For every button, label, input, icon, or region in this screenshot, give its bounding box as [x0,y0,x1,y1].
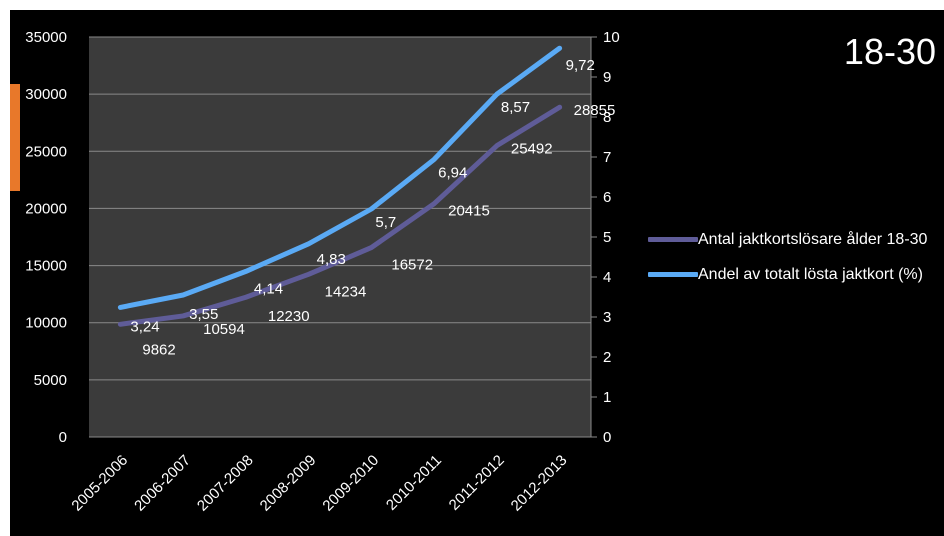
x-tick-label: 2009-2010 [319,452,382,515]
legend-swatch-share [648,272,698,277]
x-tick-label: 2010-2011 [383,452,445,514]
accent-tab [10,84,20,191]
legend-item-count: Antal jaktkortslösare ålder 18-30 [648,228,944,251]
left-tick-label: 0 [59,429,67,446]
line-chart: 0 5000 10000 15000 20000 25000 30000 35000 0 1 2 3… [25,29,620,515]
left-axis-ticks: 0 5000 10000 15000 20000 25000 30000 35000 [25,29,67,446]
data-label-share: 3,55 [189,306,218,323]
right-tick-label: 5 [603,229,611,246]
x-axis-ticks: 2005-2006 2006-2007 2007-2008 2008-2009 2009… [68,452,570,515]
x-tick-label: 2005-2006 [68,452,131,515]
chart-slide: 0 5000 10000 15000 20000 25000 30000 35000 0 1 2 3… [10,10,944,536]
data-label-share: 8,57 [501,99,530,116]
data-label-count: 20415 [448,203,490,220]
left-tick-label: 35000 [25,29,67,46]
data-label-share: 4,83 [317,251,346,268]
left-tick-label: 10000 [25,315,67,332]
data-label-count: 12230 [268,308,310,325]
data-label-share: 3,24 [130,318,159,335]
gridlines [89,36,591,438]
data-label-count: 9862 [142,341,175,358]
legend-label-share: Andel av totalt lösta jaktkort (%) [698,266,923,283]
legend-item-share: Andel av totalt lösta jaktkort (%) [648,263,944,286]
right-tick-label: 4 [603,269,611,286]
data-label-share: 9,72 [566,57,595,74]
series-lines [117,45,563,327]
left-tick-label: 5000 [34,372,67,389]
right-tick-label: 8 [603,109,611,126]
right-tick-label: 3 [603,309,611,326]
plot-area [89,37,591,437]
legend-label-count: Antal jaktkortslösare ålder 18-30 [698,231,928,248]
data-label-count: 10594 [203,321,245,338]
right-tick-label: 10 [603,29,620,46]
left-tick-label: 15000 [25,258,67,275]
series-line-count [117,104,563,327]
left-tick-label: 25000 [25,143,67,160]
data-label-share: 6,94 [438,164,467,181]
right-tick-label: 2 [603,349,611,366]
right-tick-label: 7 [603,149,611,166]
data-label-share: 5,7 [375,214,396,231]
data-label-count: 25492 [511,141,553,158]
right-tick-label: 0 [603,429,611,446]
data-label-count: 28855 [574,102,616,119]
chart-title: 18-30 [843,31,936,72]
data-labels: 9862 10594 12230 14234 16572 20415 25492 28855 3… [130,57,615,358]
right-axis-ticks: 0 1 2 3 4 5 6 7 8 9 10 [591,29,620,446]
right-tick-label: 9 [603,69,611,86]
x-tick-label: 2007-2008 [194,452,257,515]
data-label-share: 4,14 [254,280,283,297]
x-tick-label: 2006-2007 [131,452,194,515]
data-label-count: 14234 [325,283,367,300]
series-line-share [117,45,563,310]
data-label-count: 16572 [391,257,433,274]
right-tick-label: 1 [603,389,611,406]
right-tick-label: 6 [603,189,611,206]
left-tick-label: 30000 [25,86,67,103]
x-tick-label: 2008-2009 [257,452,320,515]
legend: Antal jaktkortslösare ålder 18-30 Andel … [648,228,944,298]
legend-swatch-count [648,237,698,242]
x-tick-label: 2011-2012 [446,452,508,514]
left-tick-label: 20000 [25,200,67,217]
x-tick-label: 2012-2013 [508,452,571,515]
